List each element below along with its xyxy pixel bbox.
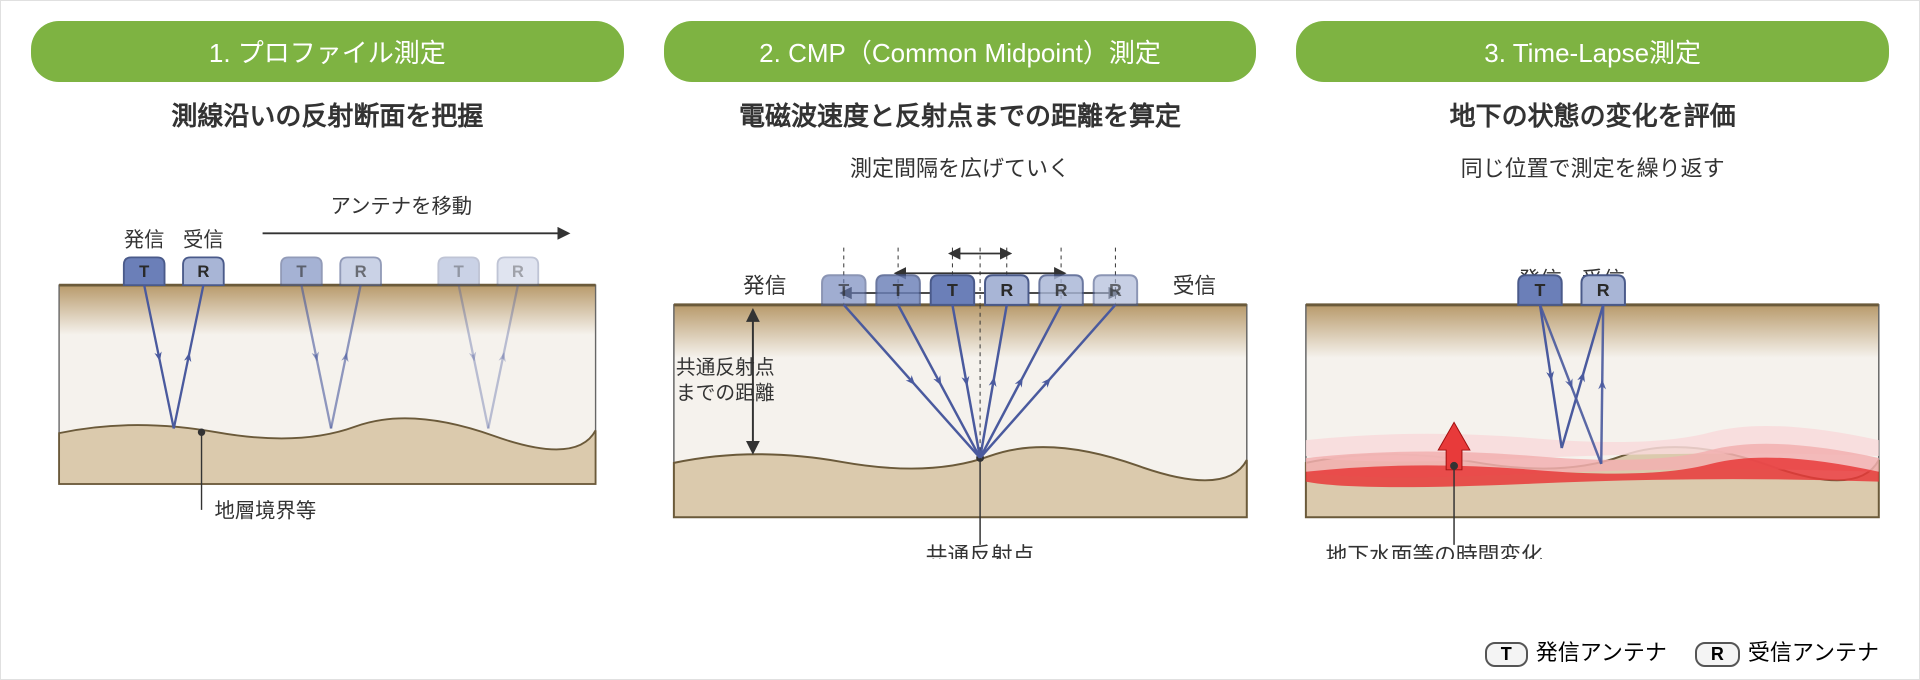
svg-text:地下水面等の時間変化: 地下水面等の時間変化 xyxy=(1326,543,1543,559)
svg-text:R: R xyxy=(1597,280,1610,300)
legend-r: R 受信アンテナ xyxy=(1695,635,1879,667)
panel-header-1: 1. プロファイル測定 xyxy=(31,21,624,82)
svg-text:T: T xyxy=(296,262,306,281)
svg-text:T: T xyxy=(454,262,464,281)
legend-r-badge: R xyxy=(1695,642,1740,667)
svg-text:地層境界等: 地層境界等 xyxy=(214,499,316,521)
legend-t: T 発信アンテナ xyxy=(1485,635,1667,667)
svg-text:受信: 受信 xyxy=(1172,273,1215,298)
svg-text:T: T xyxy=(947,280,958,300)
panel-note-2: 測定間隔を広げていく xyxy=(850,151,1070,183)
legend: T 発信アンテナ R 受信アンテナ xyxy=(1485,635,1879,667)
legend-r-label: 受信アンテナ xyxy=(1748,640,1879,665)
panel-subtitle-1: 測線沿いの反射断面を把握 xyxy=(171,96,483,133)
panel-subtitle-3: 地下の状態の変化を評価 xyxy=(1450,96,1736,133)
svg-text:までの距離: までの距離 xyxy=(676,383,775,405)
svg-text:アンテナを移動: アンテナを移動 xyxy=(331,195,473,218)
svg-text:R: R xyxy=(1054,280,1067,300)
panel-cmp: 2. CMP（Common Midpoint）測定 電磁波速度と反射点までの距離… xyxy=(664,21,1257,559)
panels-row: 1. プロファイル測定 測線沿いの反射断面を把握 発信受信アンテナを移動TRTR… xyxy=(31,21,1889,559)
svg-text:R: R xyxy=(1109,280,1122,300)
svg-text:R: R xyxy=(1000,280,1013,300)
svg-text:受信: 受信 xyxy=(183,228,224,251)
svg-text:共通反射点: 共通反射点 xyxy=(925,543,1034,559)
svg-text:R: R xyxy=(355,262,367,281)
svg-text:T: T xyxy=(139,262,149,281)
svg-text:R: R xyxy=(197,262,209,281)
diagram-timelapse: 発信受信TR地下水面等の時間変化 xyxy=(1296,189,1889,559)
svg-text:共通反射点: 共通反射点 xyxy=(676,357,775,379)
legend-t-badge: T xyxy=(1485,642,1528,667)
diagram-profile: 発信受信 アンテナを移動 T R T R T R 地層境界等 xyxy=(31,151,624,521)
svg-text:T: T xyxy=(838,280,849,300)
diagram-cmp: 発信受信共通反射点までの距離TTTRRR共通反射点 xyxy=(664,189,1257,559)
svg-text:R: R xyxy=(512,262,524,281)
panel-header-3: 3. Time-Lapse測定 xyxy=(1296,21,1889,82)
svg-text:発信: 発信 xyxy=(124,228,165,251)
panel-timelapse: 3. Time-Lapse測定 地下の状態の変化を評価 同じ位置で測定を繰り返す… xyxy=(1296,21,1889,559)
svg-text:発信: 発信 xyxy=(743,273,786,298)
svg-text:T: T xyxy=(892,280,903,300)
panel-subtitle-2: 電磁波速度と反射点までの距離を算定 xyxy=(739,96,1181,133)
svg-text:T: T xyxy=(1535,280,1546,300)
panel-header-2: 2. CMP（Common Midpoint）測定 xyxy=(664,21,1257,82)
legend-t-label: 発信アンテナ xyxy=(1536,640,1667,665)
panel-profile: 1. プロファイル測定 測線沿いの反射断面を把握 発信受信 アンテナを移動 T R T R… xyxy=(31,21,624,559)
panel-note-3: 同じ位置で測定を繰り返す xyxy=(1461,151,1725,183)
